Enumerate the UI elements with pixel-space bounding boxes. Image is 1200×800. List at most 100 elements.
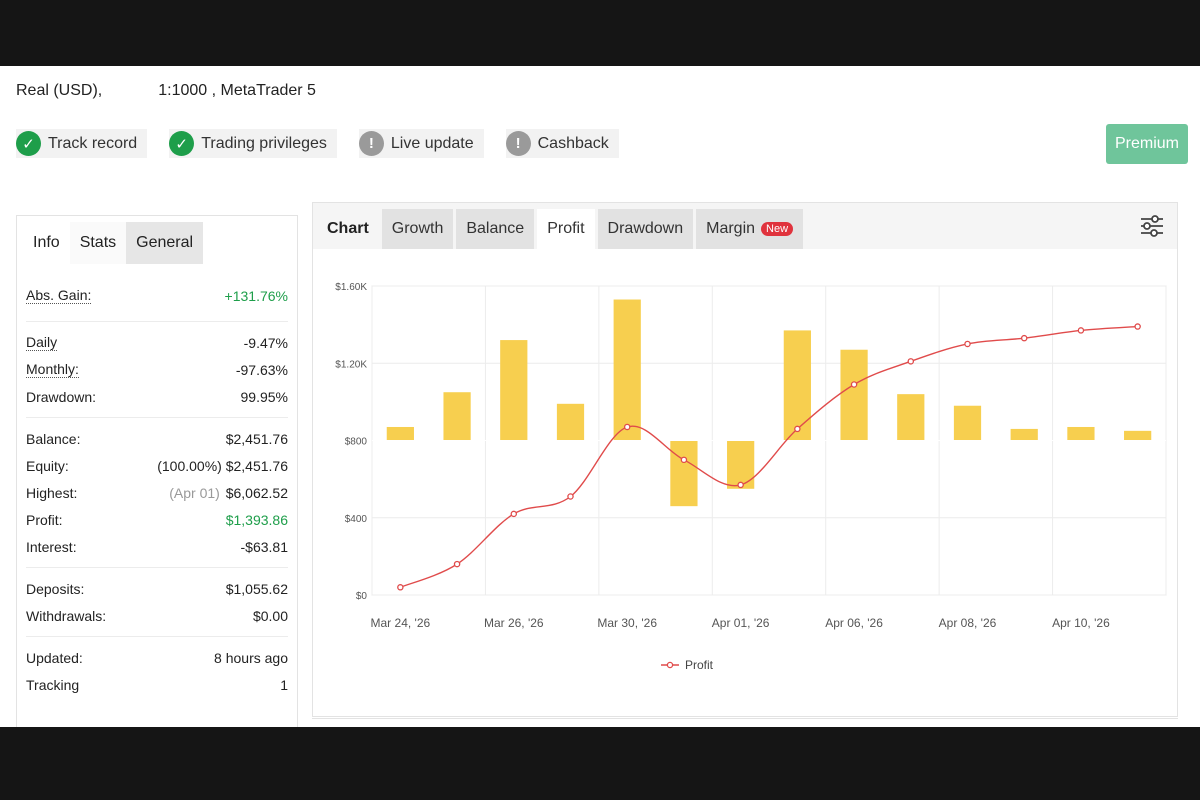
badge-cashback[interactable]: ! Cashback bbox=[505, 129, 619, 158]
warning-circle-icon: ! bbox=[505, 131, 531, 156]
stat-value: $1,393.86 bbox=[225, 511, 288, 528]
stats-group-rates: Daily -9.47% Monthly: -97.63% Drawdown: … bbox=[26, 322, 288, 418]
y-tick-label: $800 bbox=[345, 437, 368, 448]
stat-label: Deposits: bbox=[26, 580, 85, 597]
stat-value: $1,055.62 bbox=[225, 580, 288, 597]
chart-panel: Chart Growth Balance Profit Drawdown Mar… bbox=[312, 202, 1178, 717]
account-leverage: 1:1000 , MetaTrader 5 bbox=[158, 82, 316, 99]
bar bbox=[953, 405, 982, 441]
warning-circle-icon: ! bbox=[358, 131, 384, 156]
stat-label: Withdrawals: bbox=[26, 607, 107, 624]
y-tick-label: $0 bbox=[356, 591, 368, 602]
tab-info[interactable]: Info bbox=[23, 222, 70, 264]
bar bbox=[443, 392, 471, 441]
tab-margin-label: Margin bbox=[706, 220, 756, 237]
x-tick-label: Apr 10, '26 bbox=[1052, 616, 1110, 630]
x-tick-label: Mar 26, '26 bbox=[484, 616, 544, 630]
stat-equity-percent: (100.00%) bbox=[157, 457, 222, 474]
stat-value: 1 bbox=[280, 676, 288, 693]
badge-trading-privileges[interactable]: ✓ Trading privileges bbox=[169, 129, 337, 158]
tab-general[interactable]: General bbox=[126, 222, 204, 264]
y-tick-label: $400 bbox=[345, 514, 368, 525]
badge-label: Cashback bbox=[537, 134, 609, 152]
stat-deposits: Deposits: $1,055.62 bbox=[26, 575, 288, 602]
tab-drawdown[interactable]: Drawdown bbox=[597, 209, 694, 249]
profit-point bbox=[964, 340, 971, 348]
bar bbox=[613, 299, 641, 441]
stat-label: Updated: bbox=[26, 649, 83, 666]
stat-highest-date: (Apr 01) bbox=[169, 484, 220, 501]
bar bbox=[783, 330, 811, 441]
stat-profit: Profit: $1,393.86 bbox=[26, 506, 288, 533]
tab-balance[interactable]: Balance bbox=[456, 209, 535, 249]
panel-bottom-border bbox=[312, 718, 1178, 727]
badge-live-update[interactable]: ! Live update bbox=[358, 129, 484, 158]
verification-badges: ✓ Track record ✓ Trading privileges ! Li… bbox=[16, 129, 619, 158]
chart-tabs: Chart Growth Balance Profit Drawdown Mar… bbox=[319, 209, 804, 249]
stat-value-wrap: (Apr 01) $6,062.52 bbox=[169, 485, 288, 501]
stats-tabs: Info Stats General bbox=[23, 222, 297, 270]
stat-balance: Balance: $2,451.76 bbox=[26, 425, 288, 452]
x-tick-label: Mar 30, '26 bbox=[597, 616, 657, 630]
y-tick-label: $1.20K bbox=[335, 359, 367, 370]
profit-point bbox=[1077, 327, 1085, 334]
stat-updated: Updated: 8 hours ago bbox=[26, 644, 288, 671]
profit-point bbox=[623, 423, 631, 431]
bar bbox=[500, 340, 528, 441]
stats-group-meta: Updated: 8 hours ago Tracking 1 bbox=[26, 637, 288, 705]
premium-button[interactable]: Premium bbox=[1106, 124, 1188, 164]
new-badge: New bbox=[761, 222, 794, 236]
badge-label: Trading privileges bbox=[201, 134, 327, 152]
x-tick-label: Mar 24, '26 bbox=[371, 616, 431, 630]
stat-label[interactable]: Monthly: bbox=[26, 360, 79, 378]
bar bbox=[840, 349, 868, 441]
stat-value: $2,451.76 bbox=[225, 457, 288, 474]
profit-line bbox=[400, 325, 1138, 588]
tab-growth[interactable]: Growth bbox=[381, 209, 454, 249]
legend-marker bbox=[666, 661, 674, 669]
badge-track-record[interactable]: ✓ Track record bbox=[16, 129, 148, 158]
profit-point bbox=[907, 358, 915, 365]
chart-settings-icon[interactable] bbox=[1139, 213, 1165, 239]
stat-value: 8 hours ago bbox=[214, 649, 288, 666]
check-circle-icon: ✓ bbox=[169, 131, 195, 156]
stat-value: -97.63% bbox=[235, 361, 288, 378]
stat-daily: Daily -9.47% bbox=[26, 329, 288, 356]
tab-profit[interactable]: Profit bbox=[537, 209, 595, 249]
stat-value: $6,062.52 bbox=[225, 484, 288, 501]
stat-abs-gain: Abs. Gain: +131.76% bbox=[26, 282, 288, 309]
stat-label: Drawdown: bbox=[26, 388, 97, 405]
x-tick-label: Apr 01, '26 bbox=[712, 616, 770, 630]
bar bbox=[386, 426, 414, 441]
stats-group-gain: Abs. Gain: +131.76% bbox=[26, 268, 288, 322]
stat-value: -$63.81 bbox=[240, 538, 288, 555]
stat-label: Balance: bbox=[26, 430, 81, 447]
stat-label[interactable]: Daily bbox=[26, 333, 58, 351]
bar bbox=[556, 403, 585, 441]
stat-tracking: Tracking 1 bbox=[26, 671, 288, 698]
profit-point bbox=[510, 510, 518, 518]
profit-chart: $0 $400 $800 $1.20K $1.60K Mar 24, '26 Mar 26,… bbox=[335, 282, 1167, 672]
stat-label: Equity: bbox=[26, 457, 69, 474]
check-circle-icon: ✓ bbox=[16, 131, 41, 156]
tab-margin[interactable]: Margin New bbox=[696, 209, 804, 249]
stats-panel: Info Stats General Abs. Gain: +131.76% D… bbox=[16, 215, 298, 727]
profit-point bbox=[680, 456, 688, 464]
bar bbox=[670, 440, 698, 507]
bar bbox=[1010, 428, 1038, 441]
profit-point bbox=[397, 584, 404, 591]
profit-point bbox=[1134, 323, 1141, 330]
stat-label: Highest: bbox=[26, 484, 78, 501]
stat-label: Tracking bbox=[26, 676, 80, 693]
bar bbox=[897, 394, 925, 441]
stat-monthly: Monthly: -97.63% bbox=[26, 356, 288, 383]
bar bbox=[1067, 426, 1095, 441]
profit-point bbox=[1020, 334, 1028, 342]
profit-point bbox=[567, 493, 574, 500]
tab-stats[interactable]: Stats bbox=[69, 222, 127, 264]
stat-label[interactable]: Abs. Gain: bbox=[26, 286, 92, 304]
stat-value: $2,451.76 bbox=[225, 430, 288, 447]
badge-label: Live update bbox=[390, 134, 474, 152]
profit-point bbox=[453, 560, 461, 568]
legend-label: Profit bbox=[685, 658, 714, 672]
